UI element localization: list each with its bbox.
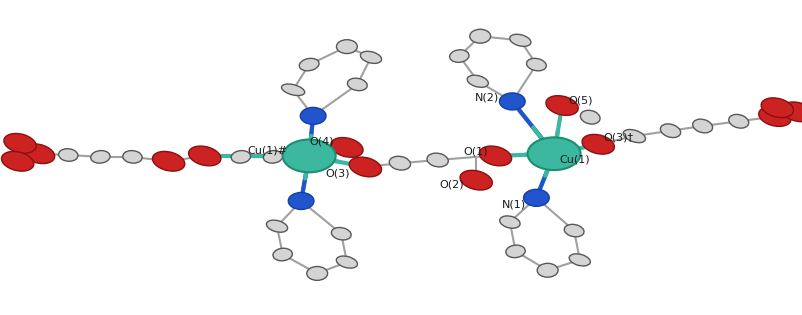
Ellipse shape [231, 151, 250, 163]
Ellipse shape [152, 152, 184, 171]
Ellipse shape [349, 157, 381, 177]
Ellipse shape [123, 151, 142, 163]
Ellipse shape [659, 124, 680, 138]
Ellipse shape [2, 152, 34, 171]
Ellipse shape [360, 51, 381, 63]
Ellipse shape [273, 248, 292, 261]
Ellipse shape [760, 98, 792, 117]
Text: Cu(1)#: Cu(1)# [247, 146, 287, 156]
Text: N(1): N(1) [501, 199, 525, 209]
Ellipse shape [580, 110, 599, 124]
Ellipse shape [467, 75, 488, 87]
Ellipse shape [331, 227, 350, 240]
Ellipse shape [299, 58, 318, 71]
Ellipse shape [266, 220, 287, 232]
Ellipse shape [427, 153, 448, 167]
Ellipse shape [330, 138, 363, 157]
Ellipse shape [505, 245, 525, 258]
Ellipse shape [527, 137, 580, 170]
Ellipse shape [91, 151, 110, 163]
Ellipse shape [306, 266, 327, 280]
Ellipse shape [282, 84, 304, 95]
Ellipse shape [499, 216, 520, 228]
Ellipse shape [692, 119, 711, 133]
Ellipse shape [4, 134, 36, 153]
Ellipse shape [263, 151, 282, 163]
Ellipse shape [499, 93, 525, 110]
Ellipse shape [545, 96, 577, 115]
Ellipse shape [347, 78, 367, 91]
Ellipse shape [336, 256, 357, 268]
Ellipse shape [300, 107, 326, 124]
Ellipse shape [728, 114, 747, 128]
Ellipse shape [449, 50, 468, 62]
Ellipse shape [22, 144, 55, 163]
Ellipse shape [509, 34, 530, 46]
Text: O(2): O(2) [439, 179, 464, 189]
Ellipse shape [564, 224, 583, 237]
Ellipse shape [389, 156, 410, 170]
Ellipse shape [282, 140, 335, 172]
Ellipse shape [569, 254, 589, 266]
Text: N(2): N(2) [475, 92, 499, 102]
Ellipse shape [188, 146, 221, 166]
Text: O(1): O(1) [463, 146, 488, 156]
Ellipse shape [336, 40, 357, 54]
Text: O(4): O(4) [309, 137, 334, 147]
Ellipse shape [479, 146, 511, 166]
Ellipse shape [537, 263, 557, 277]
Ellipse shape [523, 189, 549, 206]
Ellipse shape [622, 129, 645, 143]
Text: O(3)†: O(3)† [603, 133, 633, 143]
Ellipse shape [460, 170, 492, 190]
Ellipse shape [59, 149, 78, 161]
Ellipse shape [758, 107, 790, 126]
Text: Cu(1): Cu(1) [559, 155, 589, 165]
Ellipse shape [780, 102, 802, 122]
Ellipse shape [526, 58, 545, 71]
Ellipse shape [581, 135, 614, 154]
Text: O(3): O(3) [325, 169, 350, 179]
Ellipse shape [469, 29, 490, 43]
Text: O(5): O(5) [568, 96, 593, 106]
Ellipse shape [288, 192, 314, 209]
